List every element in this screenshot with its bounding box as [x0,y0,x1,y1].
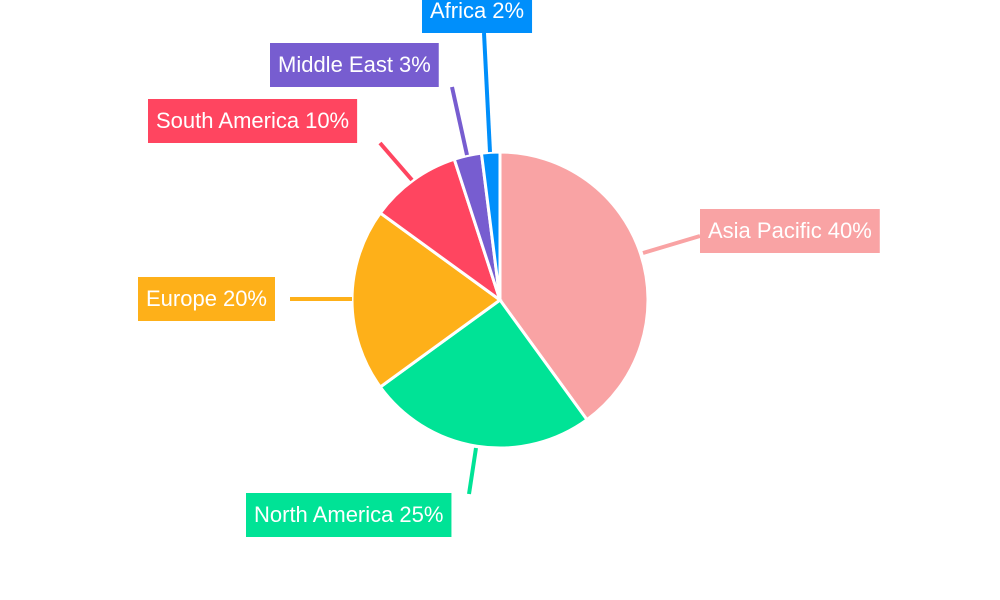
category-name: Europe [146,286,217,311]
label-box [422,0,533,33]
label-text: Europe 20% [146,286,267,311]
label-text: North America 25% [254,502,443,527]
leader-line [642,234,701,255]
value-label: 3% [399,52,431,77]
value-label: 40% [828,218,872,243]
category-name: Asia Pacific [708,218,822,243]
label-text: Middle East 3% [278,52,431,77]
labels: Asia Pacific 40% North America 25% Europe 20%… [138,0,880,537]
leader-line [482,32,492,153]
value-label: 20% [223,286,267,311]
leader-line [467,447,478,495]
slice-label: Africa 2% [422,0,533,33]
label-box [148,99,358,143]
slice-label: Europe 20% [138,277,275,321]
category-name: Africa [430,0,487,23]
pie-slice [479,150,502,301]
label-box [270,43,439,87]
value-label: 10% [305,108,349,133]
pie-slice [498,150,650,422]
label-text: Asia Pacific 40% [708,218,872,243]
pie-slice [378,157,503,304]
pie [350,150,650,450]
slice-label: Asia Pacific 40% [700,209,880,253]
value-label: 25% [399,502,443,527]
label-box [700,209,880,253]
leader-line [450,86,469,156]
slice-label: North America 25% [246,493,452,537]
label-box [138,277,275,321]
label-box [246,493,452,537]
label-text: South America 10% [156,108,349,133]
category-name: South America [156,108,300,133]
category-name: Middle East [278,52,393,77]
value-label: 2% [492,0,524,23]
category-name: North America [254,502,394,527]
pie-slice [378,297,590,450]
leader-line [378,141,414,182]
pie-slice [350,210,503,390]
slice-label: Middle East 3% [270,43,439,87]
slice-label: South America 10% [148,99,358,143]
label-text: Africa 2% [430,0,524,23]
